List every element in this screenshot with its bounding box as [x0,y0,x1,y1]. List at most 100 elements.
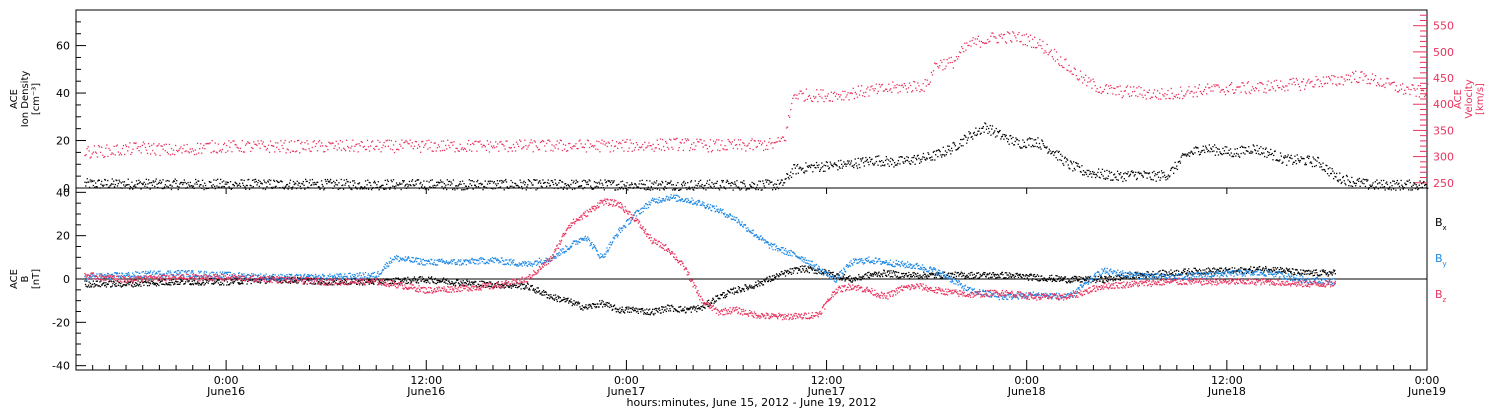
density-point [988,131,991,133]
velocity-point [283,142,285,144]
bx-point [831,274,834,276]
velocity-point [1360,71,1362,73]
bx-point [1013,274,1015,276]
density-point [1038,147,1040,149]
density-point [920,161,922,163]
bx-point [1158,271,1160,273]
density-point [937,156,939,158]
velocity-point [1031,38,1034,40]
density-point [216,185,218,187]
density-point [1342,176,1344,179]
density-point [1245,150,1248,152]
density-point [1003,138,1005,140]
density-point [1222,147,1224,150]
bx-point [112,283,114,285]
bx-point [490,286,492,288]
velocity-point [499,141,501,143]
density-point [911,157,913,159]
velocity-point [1379,85,1381,87]
bx-point [765,279,767,281]
density-point [984,122,986,124]
velocity-point [423,146,425,148]
velocity-point [1028,40,1031,42]
velocity-point [477,141,479,143]
velocity-point [134,142,136,145]
velocity-point [263,145,265,147]
density-point [1019,147,1022,149]
density-point [223,186,226,188]
density-point [596,185,598,187]
velocity-point [1042,40,1044,43]
bx-point [883,270,885,272]
bx-point [111,285,113,287]
velocity-point [515,141,518,143]
velocity-point [164,150,166,152]
bx-point [1005,277,1007,279]
density-point [1223,150,1226,152]
density-point [841,167,843,169]
bx-point [515,284,517,286]
density-point [656,188,658,190]
velocity-point [1305,84,1307,87]
density-point [1271,152,1273,155]
density-point [935,154,937,156]
bx-point [630,307,632,309]
velocity-point [691,143,693,145]
velocity-point [479,140,481,142]
bx-point [105,282,107,284]
bx-point [587,308,589,310]
bx-point [697,304,699,307]
density-point [346,180,348,183]
bx-point [170,284,172,286]
density-point [830,163,832,165]
velocity-point [316,150,319,152]
velocity-point [288,141,290,143]
bx-point [1049,279,1052,281]
bx-point [1147,271,1149,273]
velocity-point [540,140,543,143]
bx-point [534,288,536,291]
bx-point [163,283,165,285]
density-point [1294,155,1296,157]
bx-point [409,280,411,282]
velocity-point [642,143,644,146]
velocity-point [1215,84,1217,86]
bx-point [285,280,287,282]
velocity-point [1427,83,1429,85]
velocity-point [1372,80,1375,82]
velocity-point [1363,73,1365,75]
velocity-point [309,150,311,152]
bx-point [689,308,691,310]
velocity-point [1187,89,1189,91]
density-point [1404,182,1406,184]
bx-point [912,272,914,274]
density-point [185,183,188,185]
bx-point [485,286,487,288]
density-point [818,164,820,166]
velocity-point [1272,87,1274,90]
bx-point [473,281,476,283]
density-point [367,179,369,181]
velocity-point [981,42,984,44]
bx-point [429,282,431,284]
density-point [442,181,444,183]
velocity-point [797,98,799,100]
velocity-point [572,146,574,148]
density-point [552,181,554,183]
bx-point [1142,275,1144,277]
density-point [439,179,442,181]
bx-point [948,272,950,274]
density-point [983,131,985,133]
velocity-point [954,60,957,62]
velocity-point [597,148,599,151]
velocity-point [1000,33,1002,35]
bx-point [1072,276,1074,278]
bx-point [176,281,178,283]
density-point [143,181,145,183]
velocity-point [789,116,791,118]
density-point [543,182,545,184]
density-tick-label: 0 [63,182,70,195]
density-point [550,180,552,182]
bx-point [660,312,662,314]
bx-point [407,276,409,278]
